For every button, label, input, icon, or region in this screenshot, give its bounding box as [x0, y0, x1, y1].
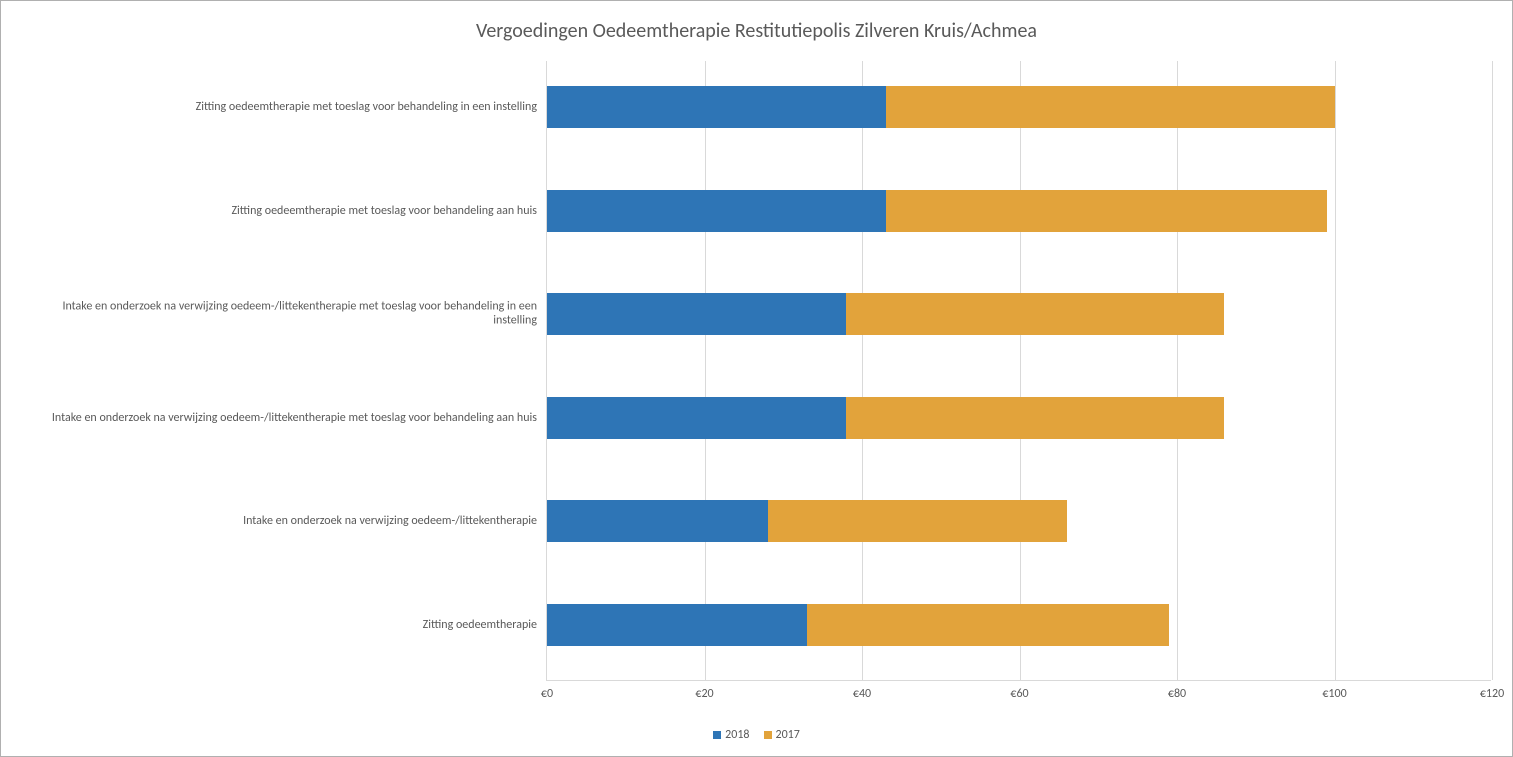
- gridline: [705, 61, 706, 680]
- bar-row: [547, 604, 1169, 646]
- bar-row: [547, 86, 1335, 128]
- gridline: [1020, 61, 1021, 680]
- plot-area: €0€20€40€60€80€100€120: [546, 61, 1491, 681]
- legend-swatch: [713, 731, 721, 739]
- x-tick-label: €20: [695, 687, 713, 701]
- legend-label: 2018: [725, 728, 749, 742]
- bar-segment-2017: [846, 397, 1224, 439]
- gridline: [1492, 61, 1493, 680]
- bar-row: [547, 293, 1224, 335]
- x-tick-label: €100: [1322, 687, 1346, 701]
- x-tick-label: €80: [1168, 687, 1186, 701]
- chart-container: Vergoedingen Oedeemtherapie Restitutiepo…: [0, 0, 1513, 757]
- legend: 2018 2017: [1, 728, 1512, 742]
- bar-row: [547, 397, 1224, 439]
- category-label: Intake en onderzoek na verwijzing oedeem…: [17, 300, 537, 329]
- bar-segment-2018: [547, 500, 768, 542]
- bar-segment-2018: [547, 86, 886, 128]
- bar-row: [547, 190, 1327, 232]
- bar-segment-2018: [547, 604, 807, 646]
- bar-row: [547, 500, 1067, 542]
- bar-segment-2017: [807, 604, 1169, 646]
- gridline: [1177, 61, 1178, 680]
- x-tick-label: €120: [1480, 687, 1504, 701]
- gridline: [862, 61, 863, 680]
- bar-segment-2018: [547, 397, 846, 439]
- bar-segment-2017: [886, 86, 1335, 128]
- category-label: Zitting oedeemtherapie: [423, 618, 537, 632]
- legend-swatch: [764, 731, 772, 739]
- bar-segment-2017: [846, 293, 1224, 335]
- x-tick-label: €60: [1010, 687, 1028, 701]
- category-label: Intake en onderzoek na verwijzing oedeem…: [243, 514, 537, 528]
- bar-segment-2017: [886, 190, 1327, 232]
- bar-segment-2017: [768, 500, 1067, 542]
- category-label: Zitting oedeemtherapie met toeslag voor …: [231, 204, 537, 218]
- legend-item-2017: 2017: [764, 728, 800, 742]
- x-tick-label: €0: [541, 687, 553, 701]
- chart-title: Vergoedingen Oedeemtherapie Restitutiepo…: [1, 1, 1512, 43]
- legend-item-2018: 2018: [713, 728, 749, 742]
- x-tick-label: €40: [853, 687, 871, 701]
- category-label: Intake en onderzoek na verwijzing oedeem…: [52, 411, 537, 425]
- bar-segment-2018: [547, 190, 886, 232]
- category-label: Zitting oedeemtherapie met toeslag voor …: [196, 100, 537, 114]
- bar-segment-2018: [547, 293, 846, 335]
- legend-label: 2017: [776, 728, 800, 742]
- gridline: [1335, 61, 1336, 680]
